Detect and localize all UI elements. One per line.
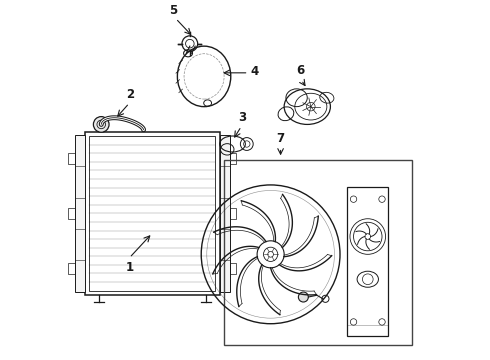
Bar <box>223 160 412 345</box>
Text: 6: 6 <box>296 64 304 77</box>
Text: 2: 2 <box>126 88 134 101</box>
Circle shape <box>94 117 109 132</box>
Circle shape <box>257 241 284 268</box>
Bar <box>347 187 388 336</box>
Bar <box>75 135 85 292</box>
Bar <box>230 153 236 164</box>
Bar <box>69 153 75 164</box>
Text: 4: 4 <box>251 64 259 77</box>
Bar <box>69 208 75 219</box>
Text: 3: 3 <box>239 112 246 125</box>
Text: 5: 5 <box>169 4 177 17</box>
Text: 1: 1 <box>125 261 133 274</box>
Bar <box>85 131 220 295</box>
Circle shape <box>298 292 308 302</box>
Bar <box>90 136 216 291</box>
Text: 7: 7 <box>276 132 285 145</box>
Bar <box>220 135 230 292</box>
Bar <box>230 263 236 274</box>
Bar <box>230 208 236 219</box>
Bar <box>69 263 75 274</box>
